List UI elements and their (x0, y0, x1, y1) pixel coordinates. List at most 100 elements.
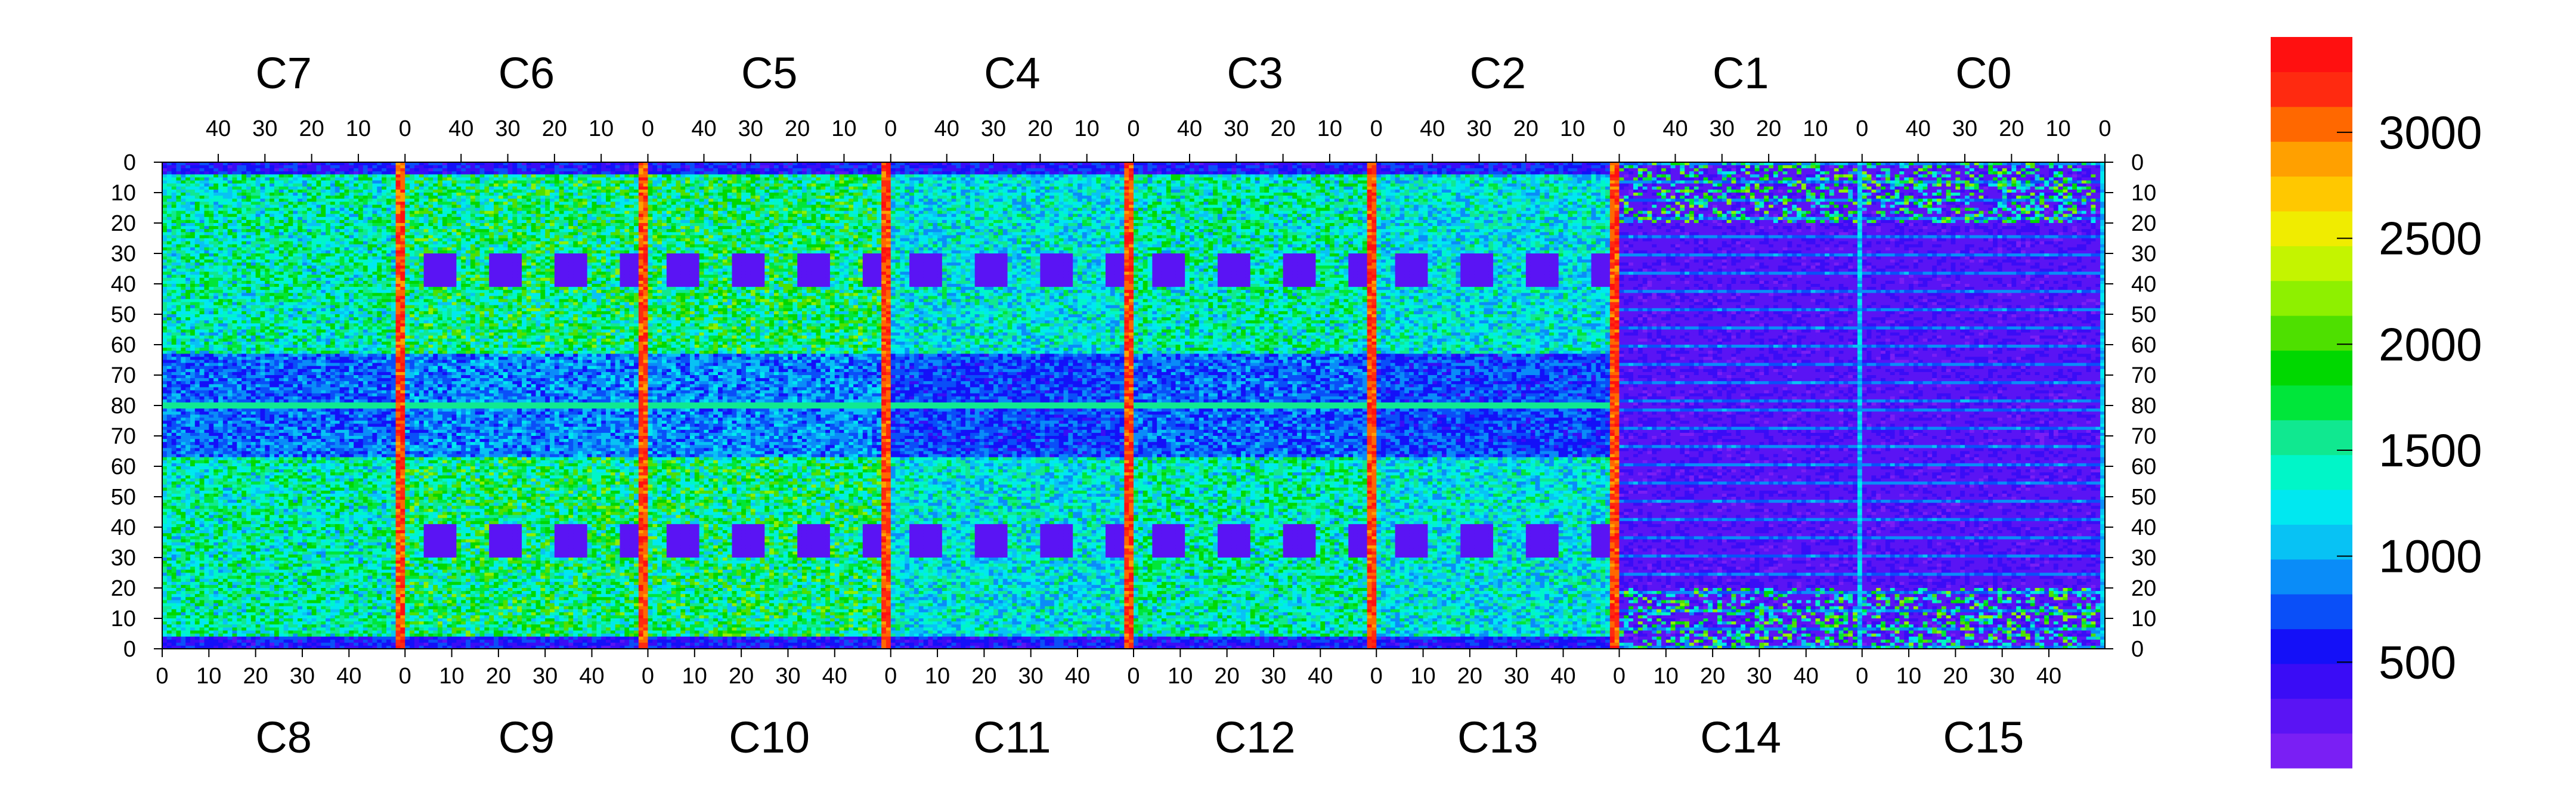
heatmap-cell (1895, 171, 1900, 175)
heatmap-cell (1914, 171, 1918, 175)
heatmap-cell (919, 165, 924, 169)
heatmap-cell (1685, 165, 1689, 169)
heatmap-cell (1671, 165, 1676, 169)
heatmap-cell (708, 168, 713, 172)
heatmap-cell (1568, 168, 1572, 172)
heatmap-cell (195, 168, 200, 172)
heatmap-cell (779, 168, 784, 172)
heatmap-cell (2058, 171, 2063, 175)
heatmap-cell (1914, 165, 1918, 169)
heatmap-cell (756, 165, 760, 169)
heatmap-cell (1843, 165, 1848, 169)
heatmap-cell (797, 168, 802, 172)
heatmap-cell (1040, 168, 1045, 172)
heatmap-cell (349, 171, 354, 175)
heatmap-cell (2063, 171, 2068, 175)
heatmap-cell (634, 165, 639, 169)
heatmap-cell (1983, 171, 1988, 175)
heatmap-cell (1815, 171, 1820, 175)
heatmap-cell (1302, 168, 1306, 172)
heatmap-cell (1582, 165, 1587, 169)
heatmap-cell (1423, 165, 1428, 169)
heatmap-cell (209, 174, 213, 178)
heatmap-cell (736, 165, 741, 169)
heatmap-cell (312, 165, 317, 169)
heatmap-cell (2030, 171, 2035, 175)
heatmap-cell (756, 168, 760, 172)
heatmap-cell (1376, 165, 1381, 169)
heatmap-cell (877, 165, 881, 169)
heatmap-cell (909, 171, 914, 175)
heatmap-cell (1806, 165, 1811, 169)
heatmap-cell (1138, 171, 1143, 175)
heatmap-cell (1970, 171, 1974, 175)
heatmap-cell (1675, 168, 1680, 172)
heatmap-cell (1026, 168, 1031, 172)
heatmap-cell (816, 171, 821, 175)
heatmap-cell (1713, 171, 1717, 175)
heatmap-cell (1703, 168, 1708, 172)
heatmap-cell (1175, 171, 1180, 175)
heatmap-cell (1531, 171, 1535, 175)
heatmap-cell (2077, 165, 2082, 169)
heatmap-cell (1470, 171, 1475, 175)
heatmap-cell (1998, 168, 2002, 172)
heatmap-cell (302, 174, 307, 178)
heatmap-cell (279, 165, 284, 169)
heatmap-cell (1343, 171, 1348, 175)
heatmap-cell (1825, 168, 1829, 172)
heatmap-cell (1068, 171, 1073, 175)
heatmap-cell (1036, 165, 1041, 169)
heatmap-cell (1507, 171, 1512, 175)
heatmap-cell (1451, 165, 1456, 169)
heatmap-cell (1101, 168, 1106, 172)
heatmap-cell (1203, 171, 1208, 175)
heatmap-cell (662, 171, 667, 175)
heatmap-cell (1166, 168, 1171, 172)
heatmap-cell (928, 171, 933, 175)
heatmap-cell (680, 165, 685, 169)
heatmap-cell (522, 165, 527, 169)
heatmap-cell (1274, 171, 1278, 175)
heatmap-cell (1568, 171, 1572, 175)
heatmap-cell (1115, 171, 1120, 175)
heatmap-cell (2063, 168, 2068, 172)
heatmap-cell (1498, 165, 1503, 169)
heatmap-cell (1563, 165, 1568, 169)
heatmap-cell (1391, 168, 1395, 172)
heatmap-cell (251, 165, 256, 169)
heatmap-cell (891, 171, 896, 175)
heatmap-cell (172, 174, 177, 178)
heatmap-cell (1185, 168, 1190, 172)
heatmap-cell (788, 171, 792, 175)
heatmap-cell (1596, 165, 1600, 169)
heatmap-cell (1437, 165, 1442, 169)
heatmap-cell (1456, 165, 1460, 169)
heatmap-cell (260, 168, 265, 172)
heatmap-cell (1259, 165, 1264, 169)
heatmap-cell (1115, 165, 1120, 169)
heatmap-cell (2086, 168, 2091, 172)
heatmap-cell (1792, 168, 1797, 172)
heatmap-cell (326, 168, 330, 172)
heatmap-cell (456, 171, 461, 175)
heatmap-cell (1381, 168, 1386, 172)
heatmap-cell (1162, 171, 1166, 175)
heatmap-cell (1166, 165, 1171, 169)
heatmap-cell (909, 168, 914, 172)
heatmap-cell (1610, 165, 1615, 169)
heatmap-cell (1092, 168, 1097, 172)
heatmap-cell (1699, 165, 1704, 169)
heatmap-cell (1890, 171, 1895, 175)
heatmap-cell (1787, 168, 1792, 172)
heatmap-cell (181, 171, 185, 175)
heatmap-cell (620, 165, 625, 169)
heatmap-cell (1292, 168, 1297, 172)
heatmap-cell (1278, 165, 1283, 169)
heatmap-cell (1970, 165, 1974, 169)
heatmap-cell (624, 168, 629, 172)
heatmap-cell (1759, 168, 1764, 172)
heatmap-cell (555, 168, 559, 172)
heatmap-cell (354, 171, 358, 175)
